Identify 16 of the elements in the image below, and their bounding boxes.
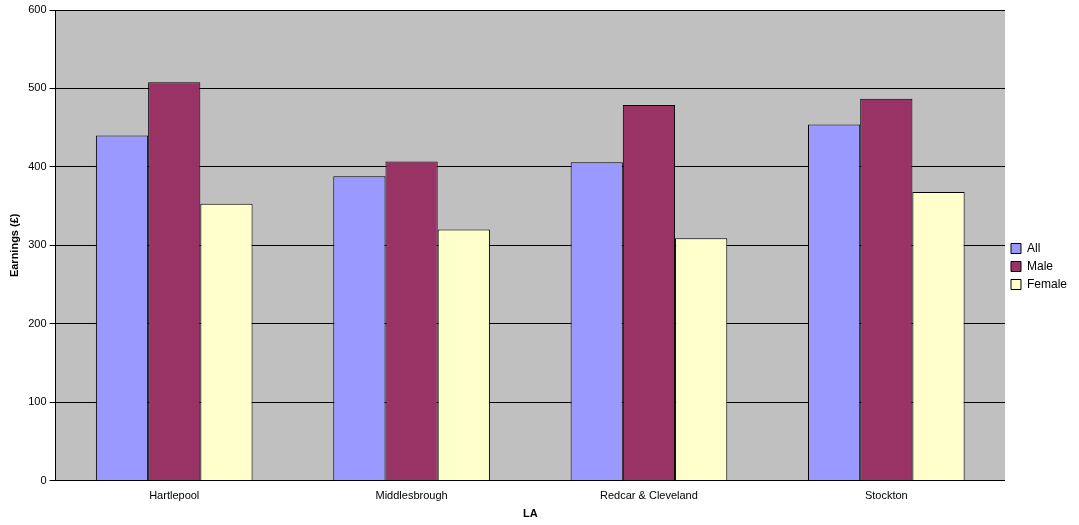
y-tick-label: 0: [40, 473, 47, 486]
x-tick-label: Redcar & Cleveland: [600, 489, 698, 502]
y-tick-label: 200: [28, 316, 47, 329]
x-tick-label: Stockton: [864, 489, 908, 502]
legend-label: All: [1026, 240, 1041, 255]
y-tick-label: 400: [28, 159, 47, 172]
y-tick-label: 600: [28, 3, 47, 16]
y-tick-label: 100: [28, 395, 47, 408]
legend-label: Male: [1026, 258, 1054, 273]
legend-label: Female: [1026, 276, 1068, 291]
x-tick-label: Hartlepool: [149, 489, 200, 502]
y-axis-title: Earnings (£): [7, 213, 20, 278]
x-tick-label: Middlesbrough: [375, 489, 448, 502]
x-axis-title: LA: [522, 507, 538, 520]
y-tick-label: 300: [28, 238, 47, 251]
y-tick-label: 500: [28, 81, 47, 94]
